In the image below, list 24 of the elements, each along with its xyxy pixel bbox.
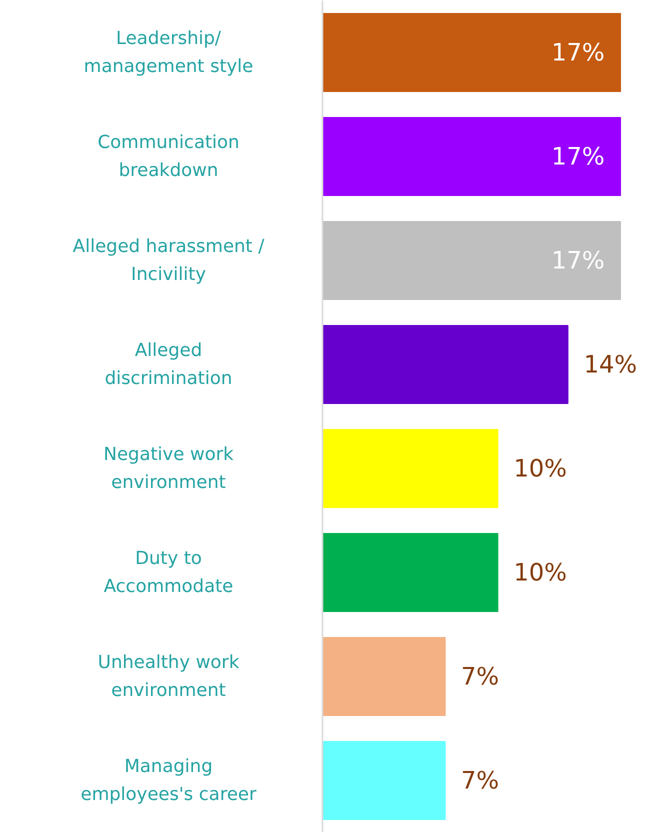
bar xyxy=(322,117,621,196)
bar xyxy=(322,741,446,820)
data-label: 10% xyxy=(514,454,567,482)
bar xyxy=(322,637,446,716)
y-tick-label: Alleged discrimination xyxy=(104,340,232,390)
bar xyxy=(322,325,568,404)
data-label: 10% xyxy=(514,558,567,586)
data-label: 17% xyxy=(551,38,605,66)
bar xyxy=(322,533,498,612)
bar xyxy=(322,13,621,92)
bar xyxy=(322,221,621,300)
data-label: 7% xyxy=(460,662,500,690)
y-tick-label: Communication breakdown xyxy=(98,132,240,182)
data-label: 7% xyxy=(460,766,500,794)
bar xyxy=(322,429,498,508)
y-tick-label: Negative work environment xyxy=(103,444,234,494)
data-label: 14% xyxy=(584,350,638,378)
data-label: 17% xyxy=(551,142,605,170)
y-tick-label: Leadership/ management style xyxy=(84,28,254,78)
y-tick-label: Managing employees's career xyxy=(80,756,257,806)
y-tick-label: Unhealthy work environment xyxy=(98,652,240,702)
y-tick-label: Alleged harassment / Incivility xyxy=(72,236,266,286)
data-label: 17% xyxy=(551,246,605,274)
y-tick-label: Duty to Accommodate xyxy=(104,548,234,598)
